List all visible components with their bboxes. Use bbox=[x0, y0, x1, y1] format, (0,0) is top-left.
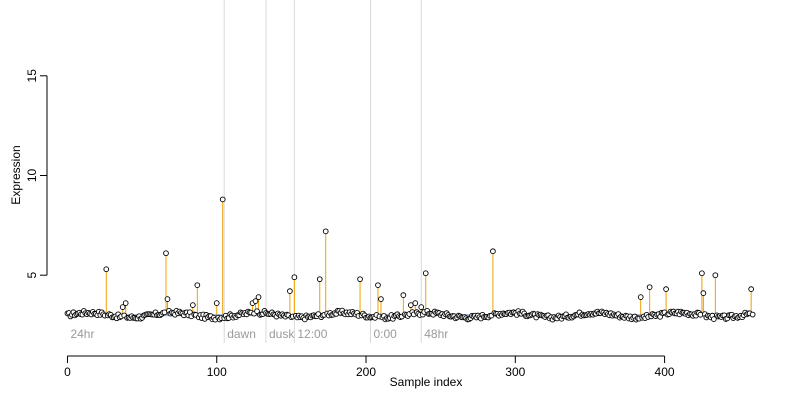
x-tick-label-1: 100 bbox=[207, 365, 227, 379]
region-labels: 24hr dawn dusk 12:00 0:00 48hr bbox=[70, 327, 448, 341]
data-point bbox=[700, 290, 707, 296]
region-label-2: 12:00 bbox=[297, 327, 327, 341]
data-point bbox=[663, 286, 669, 293]
data-point bbox=[748, 286, 755, 293]
data-point bbox=[710, 316, 717, 322]
data-point bbox=[213, 300, 220, 306]
data-point bbox=[412, 300, 419, 306]
x-axis-label: Sample index bbox=[390, 375, 463, 389]
data-point bbox=[697, 311, 704, 318]
data-point bbox=[163, 250, 169, 257]
data-point bbox=[255, 294, 262, 300]
region-label-3: 0:00 bbox=[373, 327, 397, 341]
region-label-start: 24hr bbox=[70, 327, 94, 341]
data-point bbox=[103, 266, 110, 273]
data-point bbox=[490, 248, 496, 255]
data-point bbox=[422, 270, 429, 277]
region-label-0: dawn bbox=[227, 327, 256, 341]
data-point bbox=[400, 292, 407, 298]
region-label-1: dusk bbox=[269, 327, 295, 341]
data-point bbox=[646, 284, 653, 291]
y-tick-label-2: 15 bbox=[25, 69, 39, 83]
x-tick-label-2: 200 bbox=[356, 365, 376, 379]
data-point bbox=[194, 282, 201, 289]
data-point bbox=[190, 302, 196, 308]
axes: 0 100 200 300 400 5 10 15 bbox=[25, 69, 675, 379]
data-point bbox=[252, 298, 259, 304]
x-tick-label-4: 400 bbox=[655, 365, 675, 379]
y-axis-label: Expression bbox=[9, 145, 23, 204]
data-point bbox=[357, 276, 363, 283]
data-points bbox=[64, 196, 756, 323]
region-lines bbox=[223, 0, 422, 343]
data-point bbox=[122, 300, 129, 306]
x-tick-label-0: 0 bbox=[64, 365, 71, 379]
data-point bbox=[164, 296, 171, 302]
data-point bbox=[322, 228, 329, 235]
data-point bbox=[407, 302, 414, 308]
data-point bbox=[291, 274, 298, 281]
data-point bbox=[637, 294, 644, 300]
data-point bbox=[254, 308, 260, 315]
data-point bbox=[119, 304, 126, 310]
region-label-4: 48hr bbox=[424, 327, 448, 341]
y-tick-label-0: 5 bbox=[25, 272, 39, 279]
spike-lines bbox=[105, 199, 752, 316]
data-point bbox=[749, 311, 756, 318]
data-point bbox=[219, 196, 226, 203]
data-point bbox=[316, 276, 323, 283]
data-point bbox=[378, 296, 384, 302]
x-tick-label-3: 300 bbox=[505, 365, 525, 379]
y-tick-label-1: 10 bbox=[25, 168, 39, 182]
data-point bbox=[418, 304, 425, 310]
data-point bbox=[712, 272, 719, 279]
data-point bbox=[287, 288, 293, 295]
data-point bbox=[375, 282, 381, 289]
data-point bbox=[699, 270, 705, 277]
